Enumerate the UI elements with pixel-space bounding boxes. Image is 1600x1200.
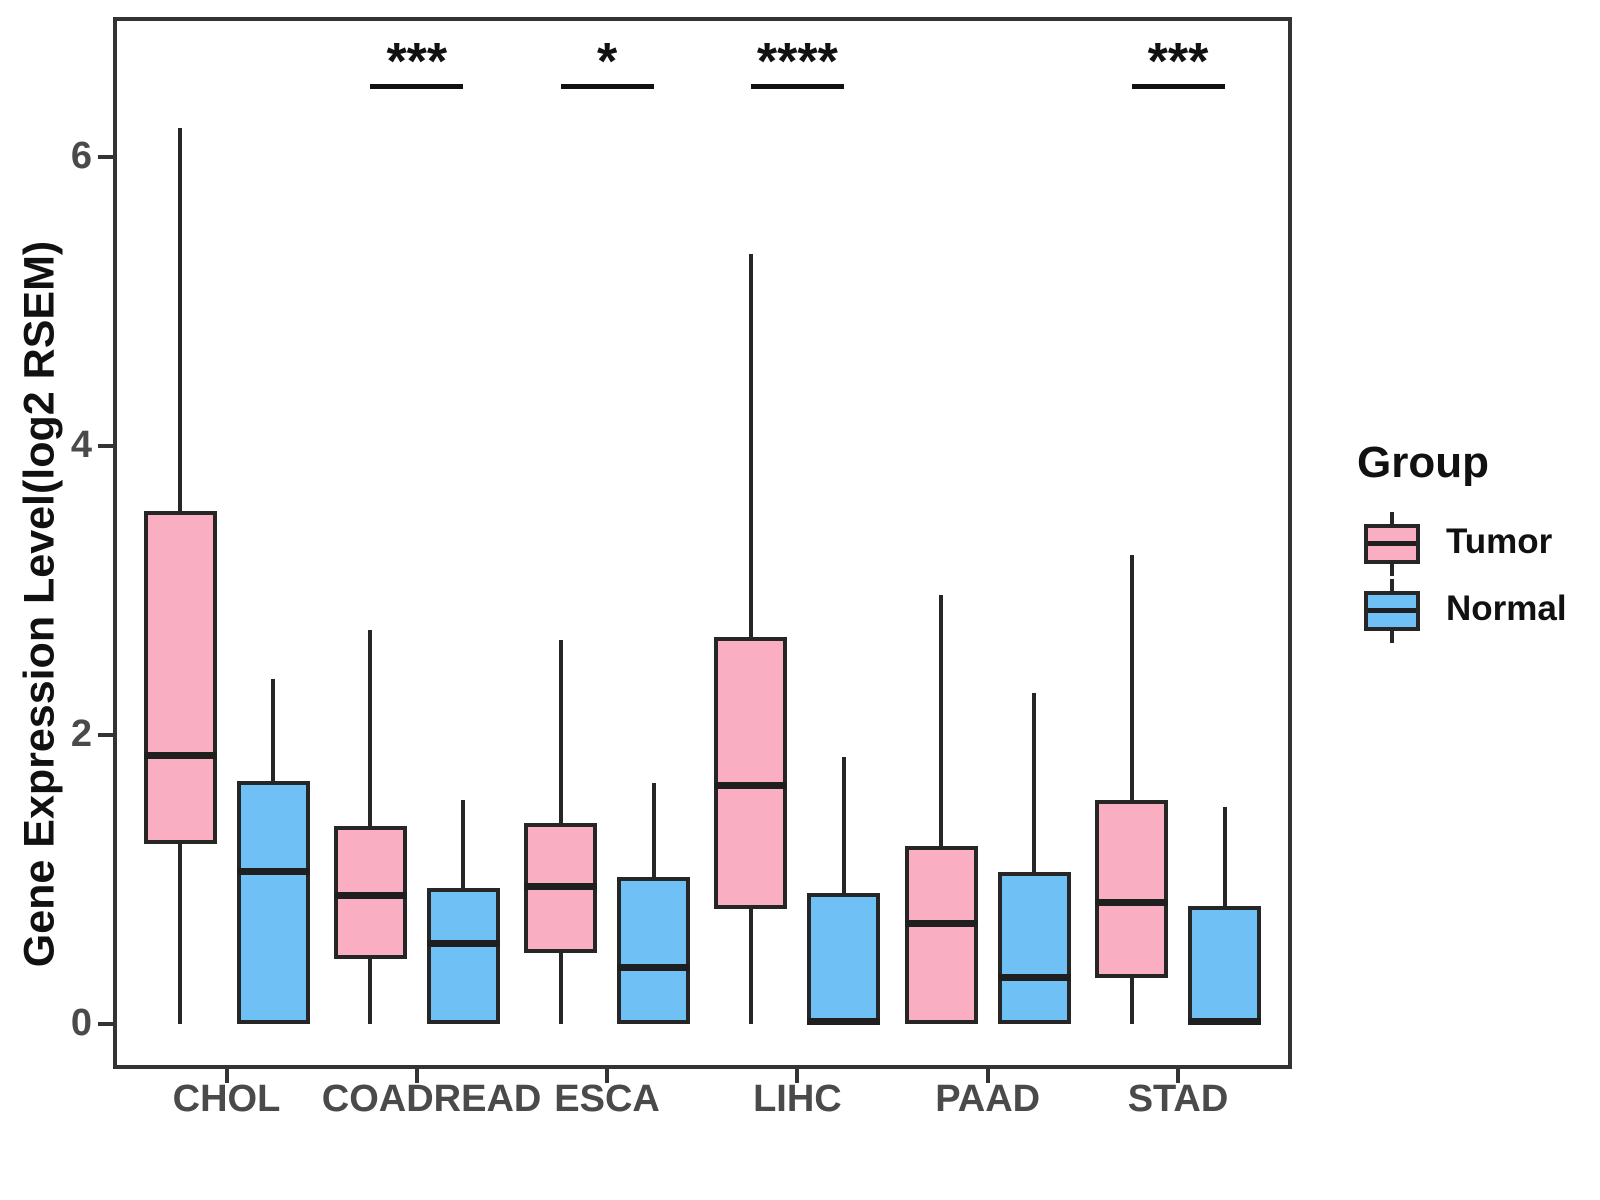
x-axis-tick [1176, 1069, 1180, 1083]
normal-box-paad-median [997, 974, 1071, 982]
significance-label-coadread: *** [386, 33, 448, 91]
tumor-box-chol [143, 511, 217, 844]
x-tick-label-coadread: COADREAD [321, 1078, 542, 1120]
normal-box-esca [617, 876, 691, 1025]
x-axis-tick [224, 1069, 229, 1083]
legend-key-whisker [1390, 512, 1394, 525]
tumor-box-stad [1095, 800, 1168, 978]
tumor-box-chol-upper-whisker [178, 128, 182, 512]
tumor-box-chol-lower-whisker [178, 843, 182, 1025]
tumor-box-stad-median [1095, 899, 1168, 907]
x-axis-tick [414, 1069, 419, 1083]
x-tick-label-lihc: LIHC [753, 1078, 842, 1120]
normal-box-coadread [426, 888, 500, 1025]
normal-box-lihc-median [807, 1017, 881, 1025]
y-axis-tick [98, 1022, 113, 1027]
tumor-box-coadread-upper-whisker [368, 629, 373, 827]
tumor-box-stad-lower-whisker [1129, 977, 1134, 1025]
x-axis-tick [985, 1069, 990, 1083]
normal-box-esca-median [617, 964, 691, 972]
y-tick-label: 2 [70, 713, 92, 756]
legend-key-whisker [1390, 563, 1394, 576]
legend-key-tumor-boxplot-icon [1364, 512, 1420, 576]
legend-title: Group [1357, 438, 1489, 487]
x-tick-label-esca: ESCA [554, 1078, 660, 1120]
y-tick-label: 6 [70, 135, 92, 178]
plot-panel [113, 17, 1292, 1069]
y-axis-title: Gene Expression Level(log2 RSEM) [15, 240, 64, 968]
legend-key-whisker [1390, 630, 1394, 643]
normal-box-paad [997, 872, 1071, 1025]
tumor-box-lihc [714, 636, 788, 909]
legend-key-median [1368, 541, 1416, 546]
legend-key-normal-boxplot-icon [1364, 579, 1420, 643]
significance-bar-coadread [370, 84, 464, 89]
legend-key-median [1368, 608, 1416, 613]
tumor-box-stad-upper-whisker [1129, 554, 1134, 801]
tumor-box-lihc-lower-whisker [748, 908, 753, 1025]
tumor-box-chol-median [143, 751, 217, 759]
y-axis-tick [98, 733, 113, 738]
tumor-box-paad-upper-whisker [939, 595, 944, 847]
tumor-box-coadread-median [333, 892, 407, 900]
normal-box-esca-upper-whisker [651, 782, 656, 877]
significance-bar-lihc [750, 84, 844, 89]
tumor-box-esca-median [524, 883, 598, 891]
normal-box-coadread-upper-whisker [461, 800, 466, 889]
normal-box-stad-median [1188, 1017, 1261, 1025]
normal-box-lihc-upper-whisker [841, 756, 846, 893]
x-tick-label-paad: PAAD [935, 1078, 1041, 1120]
normal-box-stad [1188, 905, 1261, 1025]
tumor-box-esca-upper-whisker [558, 639, 563, 824]
significance-label-lihc: **** [756, 33, 838, 91]
normal-box-coadread-median [426, 939, 500, 947]
legend-label-tumor: Tumor [1446, 522, 1553, 561]
y-axis-tick [98, 444, 113, 449]
normal-box-chol [236, 781, 310, 1025]
normal-box-paad-upper-whisker [1032, 693, 1037, 873]
x-axis-tick [795, 1069, 800, 1083]
tumor-box-lihc-upper-whisker [748, 253, 753, 637]
normal-box-stad-upper-whisker [1222, 807, 1227, 906]
x-axis-tick [605, 1069, 610, 1083]
tumor-box-esca-lower-whisker [558, 953, 563, 1025]
normal-box-chol-upper-whisker [271, 678, 275, 782]
significance-bar-stad [1131, 84, 1225, 89]
x-tick-label-chol: CHOL [172, 1078, 281, 1120]
y-axis-tick [98, 155, 113, 160]
x-tick-label-stad: STAD [1127, 1078, 1229, 1120]
legend-key-whisker [1390, 579, 1394, 592]
normal-box-lihc [807, 892, 881, 1025]
legend-label-normal: Normal [1446, 589, 1567, 628]
significance-bar-esca [560, 84, 654, 89]
significance-label-esca: * [596, 33, 618, 91]
normal-box-chol-median [236, 867, 310, 875]
y-tick-label: 4 [70, 424, 92, 467]
significance-label-stad: *** [1147, 33, 1209, 91]
tumor-box-paad-median [904, 919, 978, 927]
tumor-box-paad [904, 846, 978, 1025]
y-tick-label: 0 [70, 1002, 92, 1045]
tumor-box-lihc-median [714, 782, 788, 790]
tumor-box-coadread-lower-whisker [368, 959, 373, 1025]
